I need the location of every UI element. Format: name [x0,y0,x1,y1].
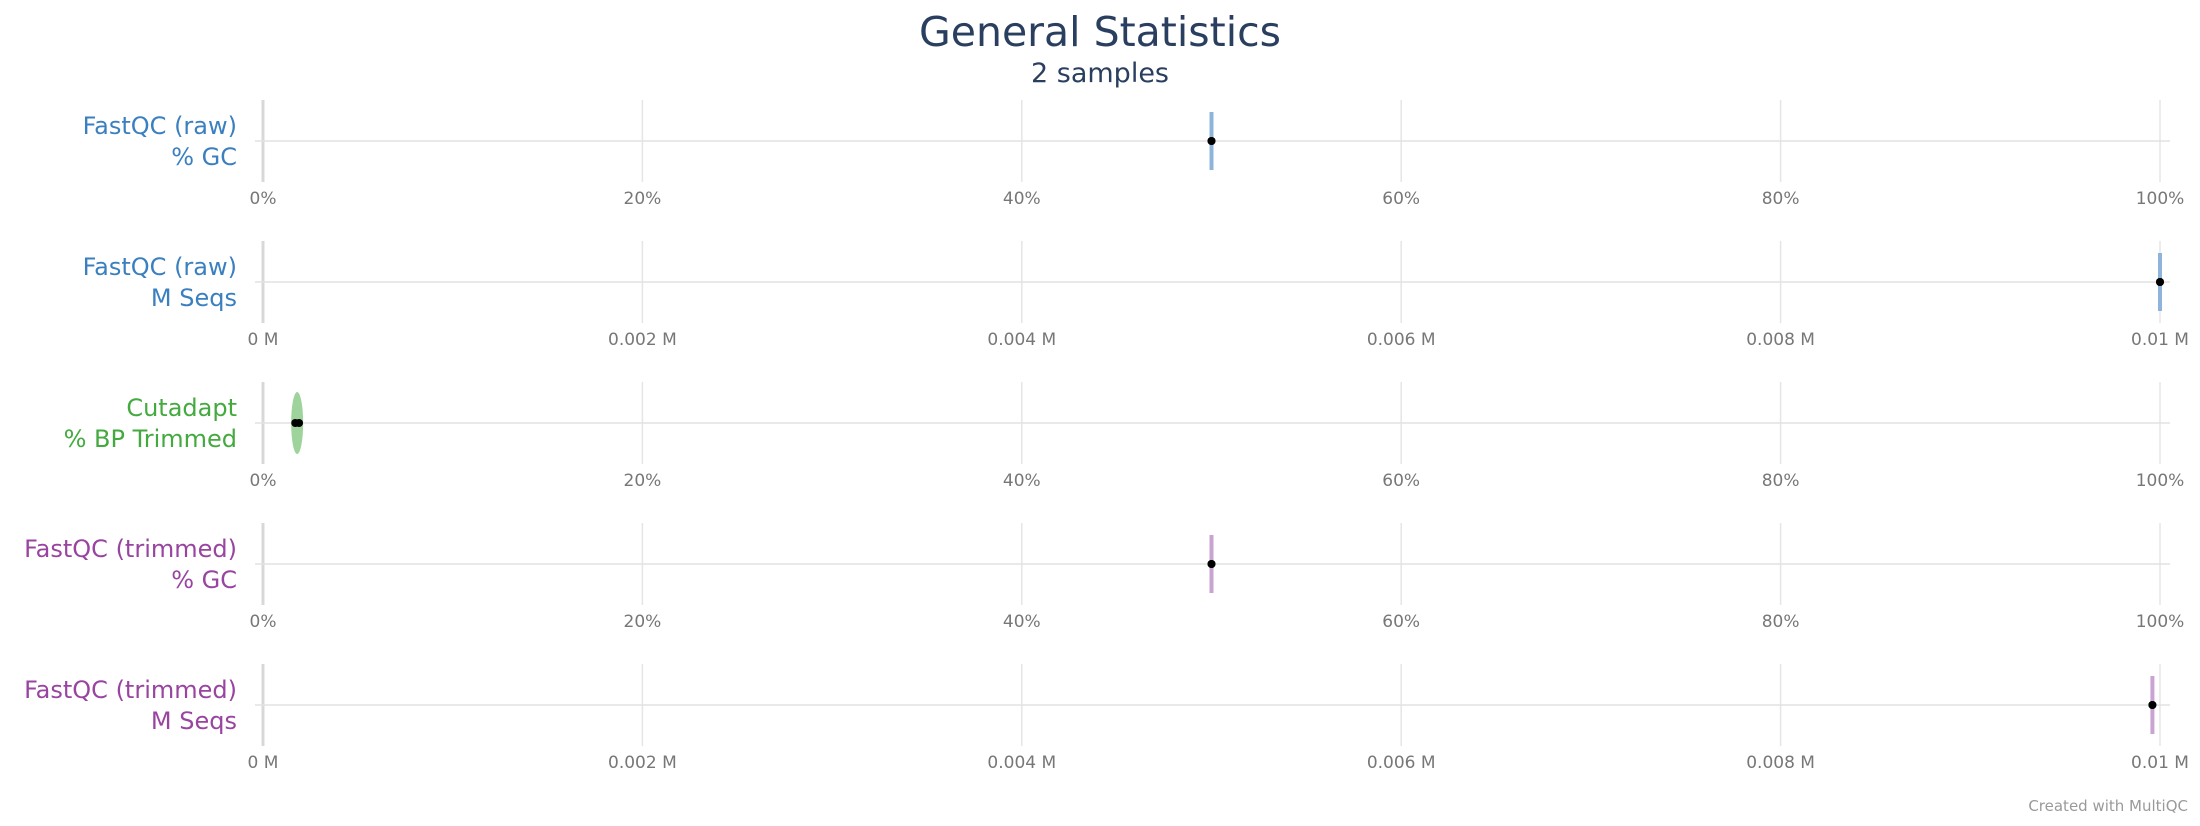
tick-label: 100% [2136,612,2185,632]
tick-label: 0.01 M [2131,753,2189,773]
tick-label: 20% [624,612,662,632]
data-point [295,419,304,427]
chart-subtitle: 2 samples [1031,58,1169,89]
row-label: FastQC (raw) [83,112,237,140]
row-label: M Seqs [151,284,237,312]
chart-title: General Statistics [918,8,1282,56]
row-label: FastQC (raw) [83,253,237,281]
tick-label: 0 M [248,330,279,350]
row-label: % BP Trimmed [64,425,237,453]
tick-label: 0% [250,612,277,632]
tick-label: 100% [2136,471,2185,491]
data-point [1207,560,1216,568]
tick-label: 80% [1762,612,1800,632]
tick-label: 0.01 M [2131,330,2189,350]
row-label: FastQC (trimmed) [24,535,237,563]
multiqc-credit: Created with MultiQC [2028,797,2188,815]
tick-label: 60% [1382,189,1420,209]
tick-label: 40% [1003,471,1041,491]
tick-label: 20% [624,471,662,491]
tick-label: 0.002 M [608,753,677,773]
tick-label: 0.006 M [1367,753,1436,773]
tick-label: 0.008 M [1746,330,1815,350]
tick-label: 0.004 M [987,330,1056,350]
row-label: FastQC (trimmed) [24,676,237,704]
data-point [2148,701,2157,709]
row-label: % GC [171,566,237,594]
tick-label: 0.008 M [1746,753,1815,773]
tick-label: 0% [250,471,277,491]
data-point [1207,137,1216,145]
tick-label: 100% [2136,189,2185,209]
tick-label: 40% [1003,189,1041,209]
tick-label: 80% [1762,189,1800,209]
tick-label: 0.006 M [1367,330,1436,350]
tick-label: 80% [1762,471,1800,491]
tick-label: 0% [250,189,277,209]
tick-label: 0.004 M [987,753,1056,773]
tick-label: 0.002 M [608,330,677,350]
row-label: % GC [171,143,237,171]
tick-label: 40% [1003,612,1041,632]
tick-label: 60% [1382,612,1420,632]
row-label: Cutadapt [126,394,237,422]
tick-label: 20% [624,189,662,209]
data-point [2156,278,2164,286]
tick-label: 60% [1382,471,1420,491]
tick-label: 0 M [248,753,279,773]
row-label: M Seqs [151,707,237,735]
